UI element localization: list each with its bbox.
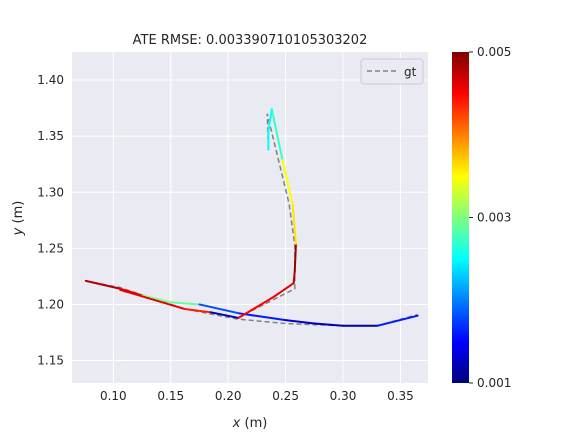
estimate-trajectory-segment: [238, 312, 287, 322]
estimate-trajectory-segment: [313, 322, 345, 327]
x-axis-label: x (m): [232, 416, 268, 431]
y-axis-label: y (m): [11, 201, 26, 237]
estimate-trajectory-segment: [237, 295, 276, 319]
x-tick-labels: 0.10 0.15 0.20 0.25 0.30 0.35: [100, 389, 414, 403]
estimate-trajectory-segment: [183, 307, 212, 314]
estimate-trajectory-segment: [84, 279, 122, 290]
estimate-trajectory-segment: [267, 108, 273, 132]
legend: gt: [360, 58, 424, 85]
estimate-trajectory-segment: [198, 303, 241, 315]
estimate-trajectory-segment: [376, 314, 419, 327]
estimate-trajectory-segment: [284, 319, 316, 325]
estimate-trajectory-segment: [281, 157, 294, 205]
estimate-trajectory-segment: [270, 108, 284, 160]
y-tick-label: 1.35: [37, 129, 64, 143]
x-tick-label: 0.25: [272, 389, 299, 403]
x-tick-label: 0.15: [157, 389, 184, 403]
chart-title: ATE RMSE: 0.003390710105303202: [133, 33, 368, 48]
y-tick-label: 1.30: [37, 185, 64, 199]
trajectory-series: [84, 108, 419, 327]
x-tick-label: 0.20: [215, 389, 242, 403]
y-tick-label: 1.25: [37, 241, 64, 255]
estimate-trajectory-segment: [141, 294, 172, 304]
colorbar-tick-label: 0.003: [477, 211, 511, 225]
y-tick-label: 1.20: [37, 297, 64, 311]
estimate-trajectory-segment: [209, 311, 240, 319]
x-tick-label: 0.35: [387, 389, 414, 403]
estimate-trajectory-segment: [293, 242, 297, 272]
colorbar-ticks: 0.001 0.003 0.005: [469, 45, 511, 390]
x-tick-label: 0.10: [100, 389, 127, 403]
gt-trajectory-line: [237, 113, 296, 319]
y-tick-label: 1.15: [37, 354, 64, 368]
colorbar: 0.001 0.003 0.005: [452, 45, 511, 390]
x-tick-label: 0.30: [330, 389, 357, 403]
y-tick-labels: 1.15 1.20 1.25 1.30 1.35 1.40: [37, 73, 64, 368]
estimate-trajectory-segment: [119, 288, 186, 310]
grid-lines: [72, 52, 428, 383]
legend-gt-label: gt: [404, 65, 417, 79]
colorbar-tick-label: 0.001: [477, 376, 511, 390]
y-tick-label: 1.40: [37, 73, 64, 87]
plot-area: [72, 52, 428, 383]
estimate-trajectory-segment: [273, 282, 295, 298]
estimate-trajectory-segment: [291, 202, 297, 245]
estimate-trajectory-segment: [169, 301, 201, 306]
colorbar-gradient: [452, 52, 469, 383]
estimate-trajectory-segment: [292, 269, 296, 285]
colorbar-tick-label: 0.005: [477, 45, 511, 59]
